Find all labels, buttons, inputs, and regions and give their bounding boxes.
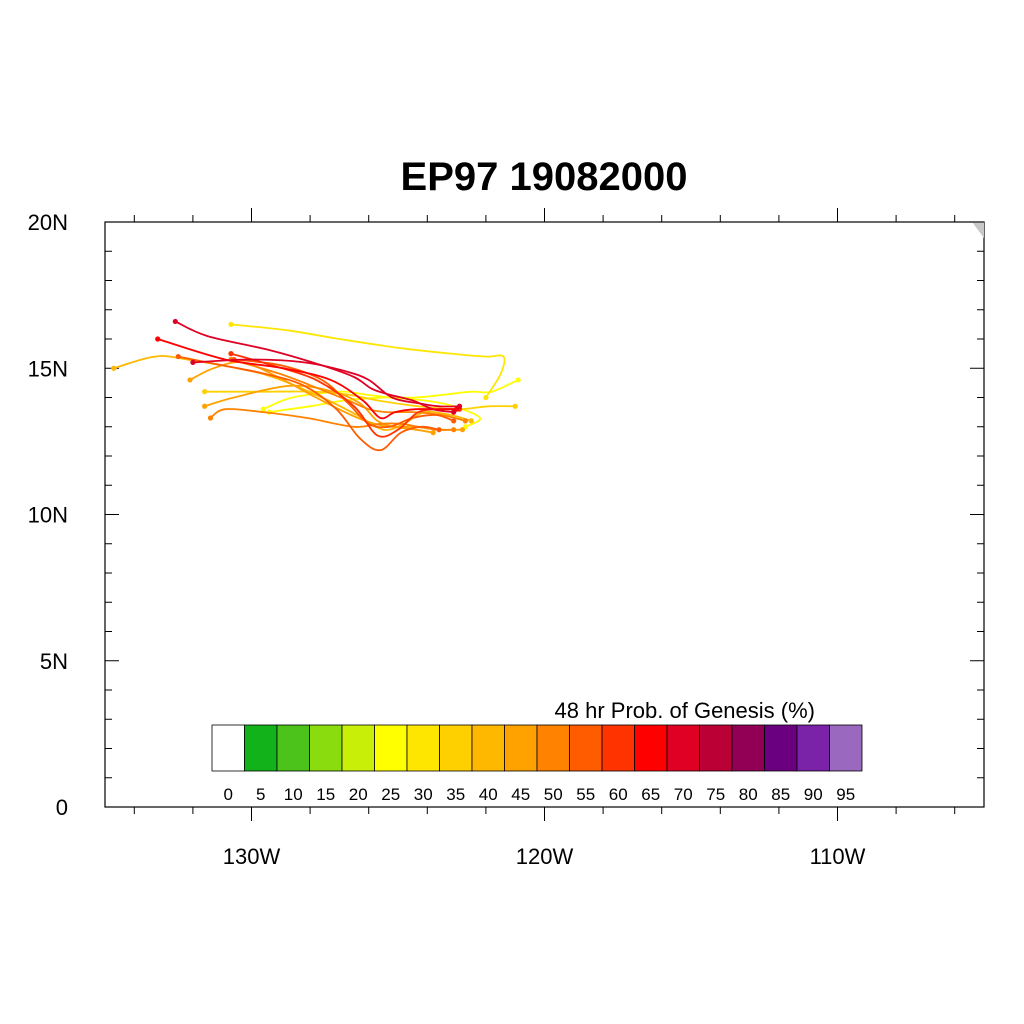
track-series-5 (111, 355, 474, 431)
track-end-point (155, 336, 161, 342)
colorbar-label: 40 (479, 785, 498, 804)
track-start-point (512, 403, 518, 409)
track-start-point (459, 427, 466, 433)
y-tick-label: 10N (28, 503, 68, 528)
track-start-point (456, 403, 463, 409)
track-end-point (187, 377, 193, 383)
colorbar-box (731, 724, 765, 772)
track-end-point (190, 359, 196, 365)
track-series-13 (155, 336, 460, 420)
colorbar-label: 85 (771, 785, 790, 804)
colorbar: 48 hr Prob. of Genesis (%) 0 5 10 15 20 25 30 3… (211, 698, 863, 804)
track-series-15 (190, 358, 463, 409)
colorbar-label: 25 (381, 785, 400, 804)
track-end-point (111, 365, 117, 371)
track-start-point (451, 427, 457, 433)
colorbar-label: 45 (511, 785, 530, 804)
track-end-point (228, 351, 234, 357)
x-tick-label: 110W (810, 844, 866, 869)
colorbar-box (601, 724, 635, 772)
axis-ticks: 130W 120W 110W 0 5N 10N 15N 20N (28, 208, 984, 869)
track-line (230, 323, 506, 398)
colorbar-box (699, 724, 733, 772)
colorbar-box (406, 724, 440, 772)
colorbar-label: 0 (224, 785, 233, 804)
colorbar-label: 60 (609, 785, 628, 804)
track-series-10 (175, 353, 442, 452)
track-end-point (202, 389, 208, 395)
y-tick-label: 15N (28, 356, 68, 381)
track-line (230, 358, 466, 422)
x-tick-label: 120W (516, 844, 574, 869)
chart-title: EP97 19082000 (401, 155, 688, 199)
track-end-point (175, 353, 181, 360)
colorbar-box (504, 724, 538, 772)
colorbar-label: 90 (804, 785, 823, 804)
track-end-point (228, 321, 234, 327)
colorbar-label: 70 (674, 785, 693, 804)
track-start-point (430, 430, 436, 436)
colorbar-box (309, 724, 343, 772)
colorbar-box (276, 724, 310, 772)
colorbar-box (634, 724, 668, 772)
colorbar-label: 95 (836, 785, 855, 804)
colorbar-label: 15 (316, 785, 335, 804)
colorbar-box (244, 724, 278, 772)
colorbar-box (374, 724, 408, 772)
track-line (233, 358, 455, 429)
colorbar-box (764, 724, 798, 772)
colorbar-box (536, 724, 570, 772)
colorbar-box (471, 724, 505, 772)
colorbar-label: 30 (414, 785, 433, 804)
y-tick-label: 20N (28, 210, 68, 235)
track-series-3 (228, 321, 506, 401)
track-line (268, 379, 519, 413)
colorbar-box (666, 724, 700, 772)
corner-shading (972, 222, 984, 238)
y-tick-label: 0 (56, 795, 68, 820)
colorbar-label: 50 (544, 785, 563, 804)
track-start-point (451, 409, 457, 415)
y-tick-label: 5N (40, 649, 68, 674)
track-series (111, 318, 521, 452)
track-end-point (202, 403, 208, 409)
colorbar-box (829, 724, 863, 772)
colorbar-label: 5 (256, 785, 265, 804)
colorbar-title: 48 hr Prob. of Genesis (%) (555, 698, 815, 723)
colorbar-label: 75 (706, 785, 725, 804)
colorbar-box (341, 724, 375, 772)
colorbar-box (211, 724, 245, 772)
colorbar-box (439, 724, 473, 772)
track-end-point (172, 318, 178, 325)
colorbar-label: 10 (284, 785, 303, 804)
track-start-point (483, 394, 489, 401)
plot-frame (104, 221, 985, 808)
track-series-4 (202, 389, 518, 411)
x-tick-label: 130W (223, 844, 281, 869)
colorbar-label: 35 (446, 785, 465, 804)
track-line (204, 390, 516, 411)
track-start-point (451, 418, 457, 424)
plot-border (104, 221, 985, 808)
track-end-point (207, 415, 214, 421)
track-line (113, 355, 472, 431)
colorbar-label: 20 (349, 785, 368, 804)
track-line (178, 355, 440, 452)
colorbar-label: 55 (576, 785, 595, 804)
track-end-point (260, 406, 266, 412)
track-start-point (462, 418, 468, 424)
track-line (192, 358, 460, 408)
colorbar-box (796, 724, 830, 772)
track-start-point (468, 418, 474, 424)
colorbar-label: 80 (739, 785, 758, 804)
track-start-point (515, 377, 521, 383)
track-line (157, 338, 457, 420)
track-start-point (436, 427, 442, 433)
colorbar-label: 65 (641, 785, 660, 804)
colorbar-box (569, 724, 603, 772)
